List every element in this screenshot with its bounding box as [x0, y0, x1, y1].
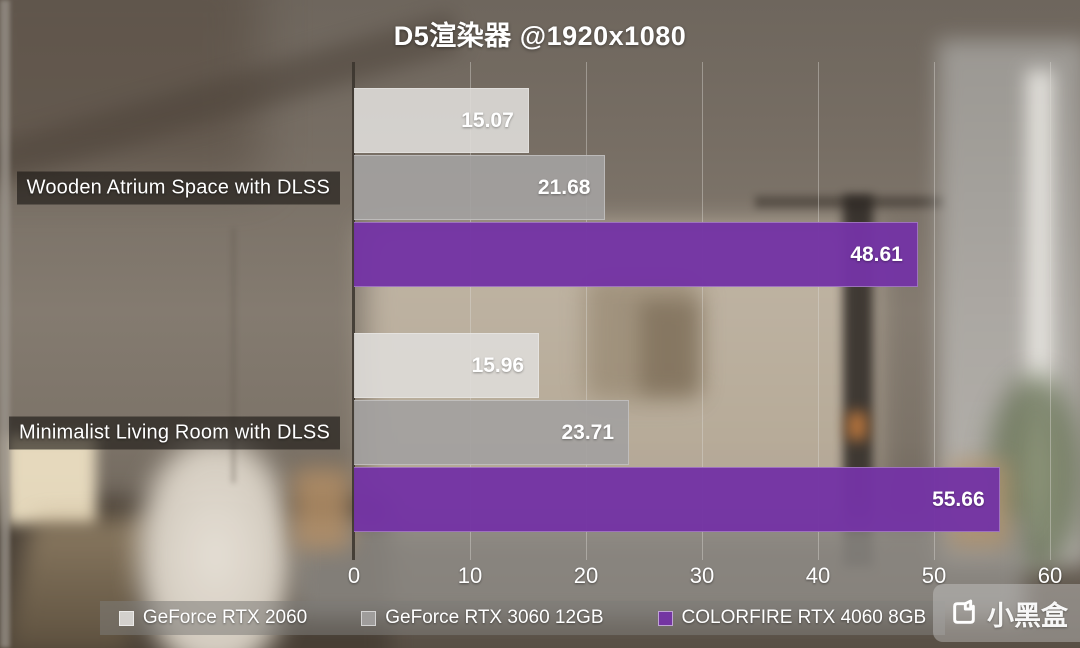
x-axis-tick-20: 20	[573, 563, 599, 588]
watermark-text: 小黑盒	[987, 600, 1068, 631]
bar-geforce-rtx-2060-cat0: 15.07	[354, 88, 529, 153]
gridline-x-40	[818, 62, 819, 560]
legend-label: COLORFIRE RTX 4060 8GB	[681, 607, 927, 628]
plot-area: 15.07 21.68 48.61 15.96 23.71 55.66	[352, 62, 1051, 560]
x-axis-tick-40: 40	[805, 563, 831, 588]
gridline-x-30	[702, 62, 703, 560]
legend-swatch-icon	[657, 610, 673, 626]
y-axis-line	[352, 62, 355, 560]
bar-geforce-rtx-3060-12gb-cat0: 21.68	[354, 155, 606, 220]
gridline-x-10	[470, 62, 471, 560]
x-axis-tick-10: 10	[457, 563, 483, 588]
category-label-1: Minimalist Living Room with DLSS	[9, 416, 340, 449]
bar-colorfire-rtx-4060-8gb-cat0: 48.61	[354, 222, 918, 287]
legend-swatch-icon	[118, 610, 134, 626]
bar-value-label: 23.71	[561, 420, 615, 444]
legend-label: GeForce RTX 2060	[142, 607, 308, 628]
legend-item-colorfire-rtx-4060-8gb: COLORFIRE RTX 4060 8GB	[657, 607, 927, 629]
legend-item-geforce-rtx-2060: GeForce RTX 2060	[118, 607, 308, 629]
gridline-x-20	[586, 62, 587, 560]
legend: GeForce RTX 2060 GeForce RTX 3060 12GB COL…	[100, 601, 945, 635]
bar-value-label: 21.68	[537, 175, 591, 199]
bar-value-label: 15.96	[471, 353, 525, 377]
x-axis-tick-60: 60	[1037, 563, 1063, 588]
legend-label: GeForce RTX 3060 12GB	[385, 607, 604, 628]
legend-item-geforce-rtx-3060-12gb: GeForce RTX 3060 12GB	[361, 607, 604, 629]
bar-geforce-rtx-2060-cat1: 15.96	[354, 333, 540, 398]
bar-value-label: 55.66	[932, 487, 985, 511]
legend-swatch-icon	[361, 610, 377, 626]
heybox-logo-icon	[953, 599, 975, 624]
bar-colorfire-rtx-4060-8gb-cat1: 55.66	[354, 467, 1000, 532]
chart-title: D5渲染器 @1920x1080	[393, 21, 687, 51]
category-label-0: Wooden Atrium Space with DLSS	[16, 171, 340, 204]
gridline-x-60	[1050, 62, 1051, 560]
bar-value-label: 15.07	[461, 108, 514, 132]
x-axis-tick-0: 0	[347, 563, 361, 588]
gridline-x-50	[934, 62, 935, 560]
bar-value-label: 48.61	[850, 242, 903, 266]
watermark: 小黑盒	[933, 584, 1080, 642]
bar-geforce-rtx-3060-12gb-cat1: 23.71	[354, 400, 630, 465]
x-axis-tick-50: 50	[921, 563, 947, 588]
x-axis-tick-30: 30	[689, 563, 715, 588]
